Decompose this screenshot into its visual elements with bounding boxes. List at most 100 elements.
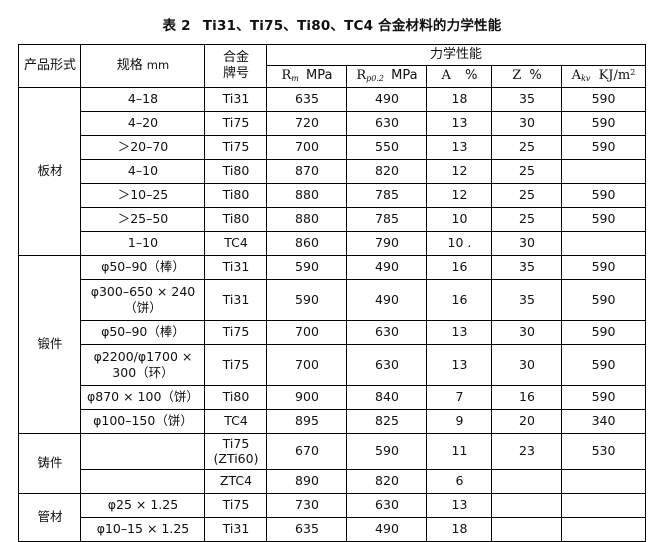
- tensile-strength-cell: 900: [266, 384, 348, 410]
- yield-strength-cell: 590: [346, 432, 428, 470]
- elongation-cell: 7: [426, 384, 493, 410]
- spec-cell: φ50–90（棒）: [80, 319, 206, 345]
- product-form-cell: 管材: [18, 492, 82, 542]
- header-reduction-unit: %: [529, 68, 542, 84]
- impact-toughness-cell: 530: [561, 432, 646, 470]
- alloy-grade-cell: Ti75: [204, 134, 268, 160]
- header-yield-strength: Rp0.2 MPa: [346, 65, 428, 88]
- tensile-strength-cell: 700: [266, 134, 348, 160]
- product-form-cell: 锻件: [18, 254, 82, 434]
- header-row-1: 产品形式 规格 mm 合金 牌号 力学性能: [18, 43, 646, 88]
- table-body: 板材 4–18 Ti31 635 490 18 35 590 4–20 Ti75 720 630 13 3…: [18, 86, 646, 542]
- table-row: ＞20–70 Ti75 700 550 13 25 590: [19, 134, 646, 160]
- tensile-strength-cell: 590: [266, 278, 348, 321]
- reduction-of-area-cell: 25: [491, 158, 563, 184]
- impact-toughness-cell: 590: [561, 254, 646, 280]
- spec-cell: [80, 432, 206, 470]
- tensile-strength-cell: 670: [266, 432, 348, 470]
- table-row: φ870 × 100（饼） Ti80 900 840 7 16 590: [19, 384, 646, 410]
- table-row: 锻件 φ50–90（棒） Ti31 590 490 16 35 590: [18, 254, 646, 434]
- reduction-of-area-cell: 30: [491, 343, 563, 386]
- header-alloy-line2: 牌号: [222, 65, 249, 81]
- spec-cell: [80, 468, 206, 494]
- spec-cell: ＞25–50: [80, 206, 206, 232]
- tensile-strength-cell: 720: [266, 110, 348, 136]
- impact-toughness-cell: 590: [561, 384, 646, 410]
- spec-cell: ＞10–25: [80, 182, 206, 208]
- header-impact-toughness: Akv KJ/m2: [561, 65, 646, 88]
- header-spec-label: 规格: [116, 57, 143, 73]
- table-row: φ300–650 × 240 （饼） Ti31 590 490 16 35 590: [19, 278, 646, 321]
- table-header: 产品形式 规格 mm 合金 牌号 力学性能 Rm MPa Rp0.2 MPa: [18, 43, 646, 88]
- reduction-of-area-cell: 30: [491, 110, 563, 136]
- header-reduction-symbol: Z: [512, 68, 522, 84]
- header-impact-unit-exponent: 2: [630, 68, 636, 78]
- reduction-of-area-cell: [491, 516, 563, 542]
- impact-toughness-cell: 590: [561, 86, 646, 112]
- yield-strength-cell: 840: [346, 384, 428, 410]
- spec-cell: 4–18: [80, 86, 206, 112]
- table-row: 1–10 TC4 860 790 10 . 30: [19, 230, 646, 256]
- header-elongation: A %: [426, 65, 493, 88]
- header-rm-unit: MPa: [306, 68, 333, 84]
- alloy-grade-cell: TC4: [204, 230, 268, 256]
- tensile-strength-cell: 870: [266, 158, 348, 184]
- reduction-of-area-cell: 25: [491, 134, 563, 160]
- elongation-cell: 13: [426, 134, 493, 160]
- yield-strength-cell: 630: [346, 319, 428, 345]
- reduction-of-area-cell: 35: [491, 86, 563, 112]
- tensile-strength-cell: 880: [266, 206, 348, 232]
- alloy-grade-cell: Ti80: [204, 384, 268, 410]
- spec-cell: 4–20: [80, 110, 206, 136]
- alloy-grade-cell: Ti75: [204, 319, 268, 345]
- reduction-of-area-cell: 20: [491, 408, 563, 434]
- reduction-of-area-cell: 30: [491, 230, 563, 256]
- header-impact-subscript: kv: [581, 74, 591, 84]
- impact-toughness-cell: [561, 158, 646, 184]
- yield-strength-cell: 820: [346, 468, 428, 494]
- reduction-of-area-cell: 23: [491, 432, 563, 470]
- header-rp-symbol: R: [356, 68, 367, 84]
- table-row: 4–10 Ti80 870 820 12 25: [19, 158, 646, 184]
- yield-strength-cell: 490: [346, 516, 428, 542]
- table-row: ZTC4 890 820 6: [19, 468, 646, 494]
- table-row: 铸件 Ti75 (ZTi60) 670 590 11 23 530: [18, 432, 646, 494]
- reduction-of-area-cell: 35: [491, 254, 563, 280]
- tensile-strength-cell: 880: [266, 182, 348, 208]
- caption-text: Ti31、Ti75、Ti80、TC4 合金材料的力学性能: [202, 18, 502, 34]
- impact-toughness-cell: 590: [561, 278, 646, 321]
- spec-line-2: 300（环）: [112, 364, 174, 380]
- spec-cell: ＞20–70: [80, 134, 206, 160]
- header-tensile-strength: Rm MPa: [266, 65, 348, 88]
- header-rm-symbol: R: [281, 68, 292, 84]
- alloy-grade-cell: Ti31: [204, 278, 268, 321]
- elongation-cell: 13: [426, 319, 493, 345]
- spec-cell: 4–10: [80, 158, 206, 184]
- spec-cell: φ300–650 × 240 （饼）: [80, 278, 206, 321]
- alloy-grade-cell: Ti75: [204, 343, 268, 386]
- tensile-strength-cell: 895: [266, 408, 348, 434]
- impact-toughness-cell: [561, 492, 646, 518]
- tensile-strength-cell: 860: [266, 230, 348, 256]
- document-page: 表 2 Ti31、Ti75、Ti80、TC4 合金材料的力学性能 产品形式 规格 m…: [18, 18, 646, 542]
- table-row: ＞25–50 Ti80 880 785 10 25 590: [19, 206, 646, 232]
- header-rp-subscript: p0.2: [366, 74, 384, 84]
- spec-cell: φ100–150（饼）: [80, 408, 206, 434]
- impact-toughness-cell: 590: [561, 134, 646, 160]
- yield-strength-cell: 630: [346, 492, 428, 518]
- impact-toughness-cell: [561, 516, 646, 542]
- product-form-cell: 铸件: [18, 432, 82, 494]
- elongation-cell: 16: [426, 278, 493, 321]
- elongation-cell: 18: [426, 516, 493, 542]
- impact-toughness-cell: 340: [561, 408, 646, 434]
- tensile-strength-cell: 590: [266, 254, 348, 280]
- header-mech-group: 力学性能: [266, 43, 646, 67]
- spec-cell: φ50–90（棒）: [80, 254, 206, 280]
- spec-cell: φ10–15 × 1.25: [80, 516, 206, 542]
- yield-strength-cell: 490: [346, 86, 428, 112]
- yield-strength-cell: 820: [346, 158, 428, 184]
- alloy-line-2: (ZTi60): [213, 451, 259, 467]
- spec-line-1: φ2200/φ1700 ×: [93, 348, 193, 364]
- header-impact-symbol: A: [571, 68, 582, 84]
- impact-toughness-cell: 590: [561, 343, 646, 386]
